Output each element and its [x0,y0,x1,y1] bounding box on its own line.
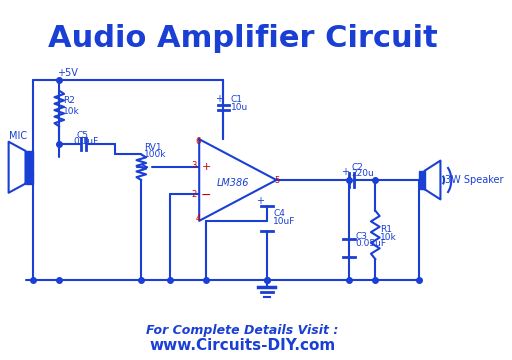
Text: R2: R2 [63,96,75,105]
Bar [26,151,33,184]
Text: +: + [202,162,211,172]
Text: 10k: 10k [380,233,397,242]
Text: +: + [342,167,350,177]
Text: +: + [256,196,264,206]
Text: RV1: RV1 [144,143,161,152]
Text: 3W Speaker: 3W Speaker [445,175,504,185]
Text: 0.05uF: 0.05uF [355,239,386,248]
Text: +5V: +5V [57,68,78,78]
Text: 6: 6 [195,137,201,146]
Text: 2: 2 [191,190,197,199]
Text: 220u: 220u [351,169,374,178]
Text: www.Circuits-DIY.com: www.Circuits-DIY.com [150,338,336,354]
Text: Audio Amplifier Circuit: Audio Amplifier Circuit [48,24,437,53]
Text: C5: C5 [76,131,88,140]
Text: R1: R1 [380,225,392,234]
Text: 10u: 10u [230,103,248,112]
Text: 0.1uF: 0.1uF [74,137,99,146]
Text: 10uF: 10uF [273,217,295,226]
Text: LM386: LM386 [217,177,249,188]
Text: C2: C2 [351,163,363,172]
Text: 3: 3 [191,161,197,170]
Text: +: + [215,94,223,104]
Text: −: − [201,189,211,202]
Text: 4: 4 [196,214,201,223]
Text: C4: C4 [273,209,285,218]
Text: C1: C1 [230,95,243,104]
Text: MIC: MIC [9,131,27,141]
Text: C3: C3 [355,231,367,240]
Text: For Complete Details Visit :: For Complete Details Visit : [146,324,339,337]
Text: 10k: 10k [63,107,80,116]
Bar [419,171,424,189]
Text: 5: 5 [274,176,279,185]
Text: 100k: 100k [144,150,166,159]
